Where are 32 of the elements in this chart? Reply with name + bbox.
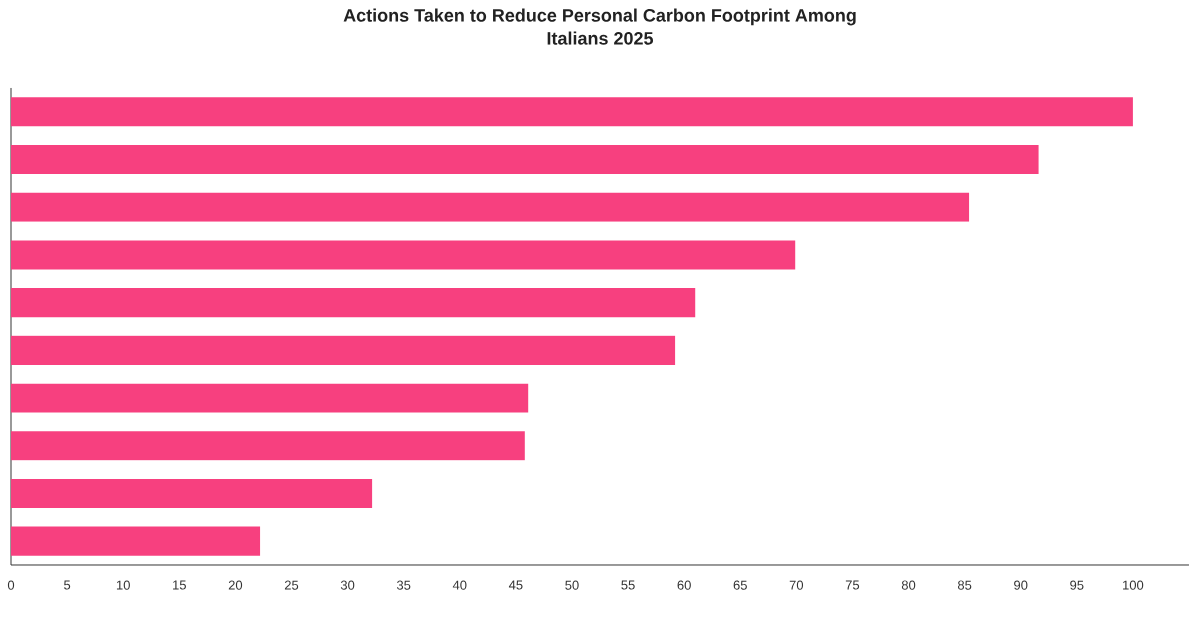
chart-title: Actions Taken to Reduce Personal Carbon Footprint Among Italians 2025: [343, 8, 856, 45]
bar: [11, 335, 676, 365]
bar: [11, 526, 261, 556]
x-tick-label: 40: [452, 580, 467, 590]
x-tick-label: 10: [116, 580, 130, 590]
bar: [11, 478, 373, 508]
x-tick-label: 55: [621, 580, 635, 590]
x-tick-label: 30: [340, 580, 355, 590]
x-tick-label: 50: [565, 580, 579, 590]
bar: [11, 431, 525, 461]
x-tick-label: 70: [789, 580, 804, 590]
x-tick-label: 45: [508, 580, 523, 590]
x-tick-label: 100: [1123, 580, 1144, 590]
x-tick-label: 5: [64, 580, 71, 590]
bar: [11, 288, 696, 318]
x-tick-label: 75: [845, 580, 860, 590]
x-tick-label: 85: [957, 580, 972, 590]
x-tick-label: 60: [677, 580, 691, 590]
x-tick-label: 65: [733, 580, 747, 590]
bar: [11, 192, 970, 222]
x-tick-label: 20: [228, 580, 243, 590]
x-tick-label: 15: [173, 580, 186, 590]
x-tick-label: 95: [1070, 580, 1084, 590]
x-tick-label: 25: [284, 580, 299, 590]
bar: [11, 383, 529, 413]
bar: [11, 97, 1133, 127]
x-tick-label: 0: [7, 580, 15, 590]
bar: [11, 240, 796, 270]
x-tick-label: 35: [396, 580, 411, 590]
x-tick-label: 80: [901, 580, 916, 590]
x-tick-label: 90: [1014, 580, 1028, 590]
bar: [11, 144, 1039, 175]
